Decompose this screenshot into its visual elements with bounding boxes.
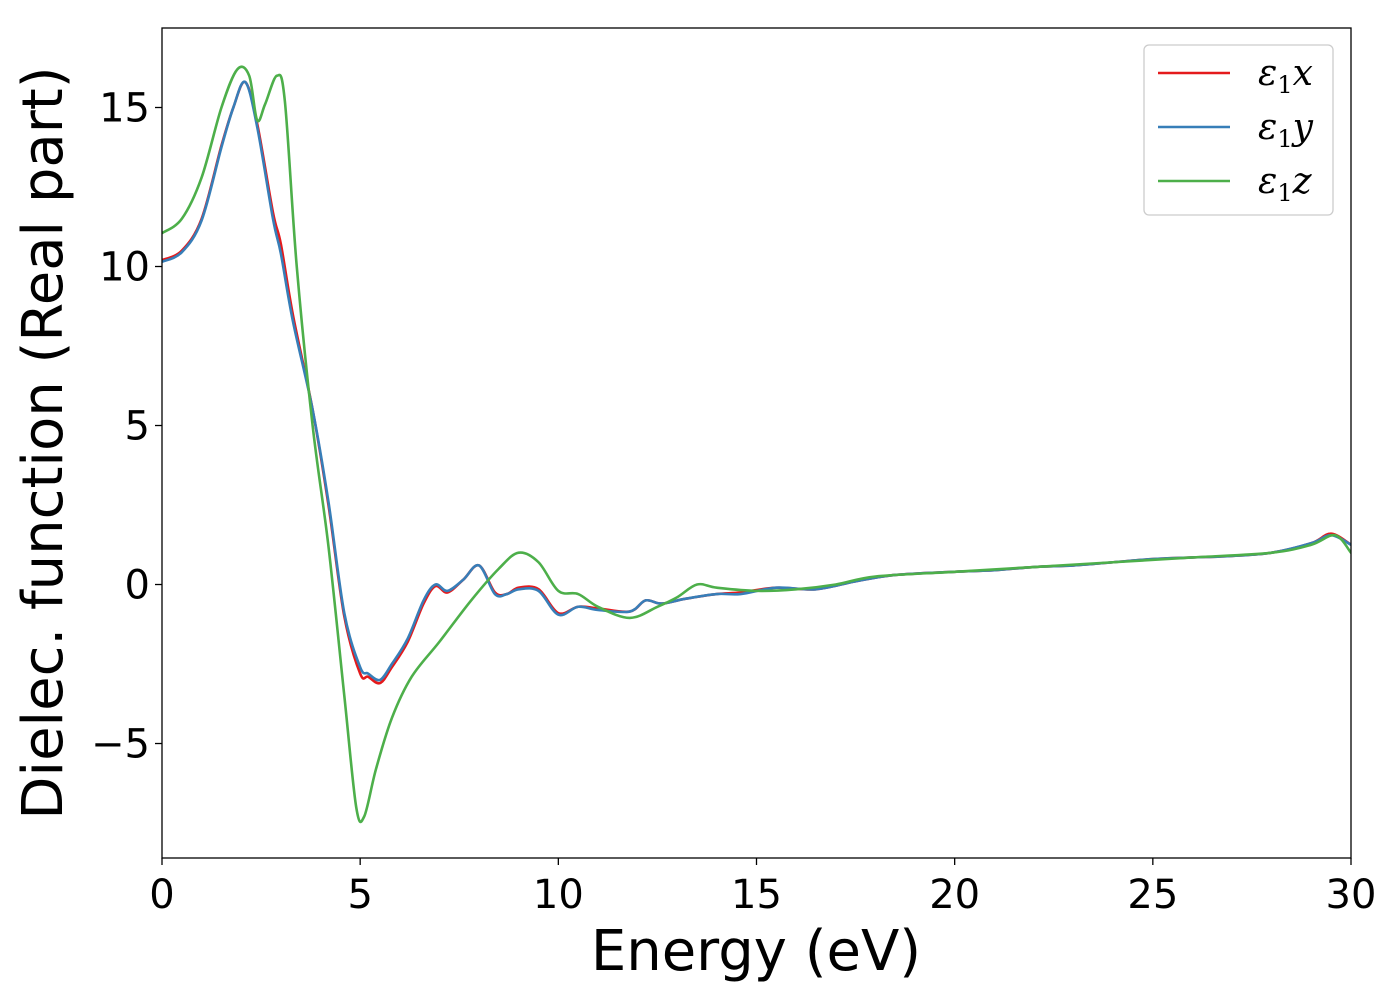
legend: ε1x ε1y ε1z xyxy=(1143,44,1334,216)
x-tick-label: 20 xyxy=(929,872,980,918)
legend-label-x: ε1x xyxy=(1258,53,1313,99)
x-tick-label: 5 xyxy=(347,872,372,918)
y-tick-label: −5 xyxy=(91,722,150,768)
y-axis-label: Dielec. function (Real part) xyxy=(11,66,76,819)
x-axis-label: Energy (eV) xyxy=(591,919,921,984)
series-layer xyxy=(162,65,1351,824)
legend-label-z: ε1z xyxy=(1258,161,1313,207)
x-tick-label: 30 xyxy=(1326,872,1377,918)
x-tick-label: 15 xyxy=(731,872,782,918)
x-tick-label: 10 xyxy=(533,872,584,918)
y-tick-label: 5 xyxy=(125,404,150,450)
x-tick-label: 0 xyxy=(149,872,174,918)
y-tick-label: 10 xyxy=(99,245,150,291)
ticks-layer: 0 5 10 15 20 25 30 −5 0 5 10 15 xyxy=(91,86,1376,918)
y-tick-label: 0 xyxy=(125,563,150,609)
legend-frame xyxy=(1143,44,1334,216)
x-tick-label: 25 xyxy=(1127,872,1178,918)
series-line-z xyxy=(162,65,1351,824)
legend-label-y: ε1y xyxy=(1258,107,1314,153)
y-tick-label: 15 xyxy=(99,86,150,132)
